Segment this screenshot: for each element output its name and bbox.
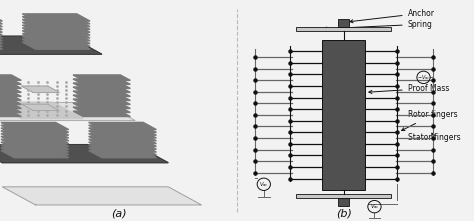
- Polygon shape: [1, 151, 69, 158]
- Polygon shape: [0, 31, 2, 38]
- Polygon shape: [1, 142, 69, 149]
- Polygon shape: [73, 79, 130, 84]
- Polygon shape: [73, 111, 130, 116]
- Polygon shape: [1, 145, 69, 152]
- Polygon shape: [22, 86, 59, 92]
- Polygon shape: [22, 19, 90, 27]
- Polygon shape: [1, 128, 69, 135]
- Polygon shape: [89, 128, 156, 135]
- Text: $V_{ac}$: $V_{ac}$: [370, 202, 379, 211]
- Polygon shape: [0, 95, 21, 101]
- Bar: [296, 194, 391, 198]
- Text: Rotor fingers: Rotor fingers: [401, 110, 457, 131]
- Bar: [296, 27, 391, 31]
- Polygon shape: [0, 19, 2, 27]
- Polygon shape: [0, 25, 2, 32]
- Polygon shape: [22, 28, 90, 35]
- Polygon shape: [89, 125, 156, 132]
- Polygon shape: [89, 139, 156, 147]
- Polygon shape: [22, 104, 59, 110]
- Polygon shape: [0, 75, 21, 80]
- Polygon shape: [73, 95, 130, 101]
- Polygon shape: [89, 131, 156, 138]
- Polygon shape: [22, 14, 90, 21]
- Polygon shape: [0, 99, 21, 105]
- Polygon shape: [89, 136, 156, 144]
- Polygon shape: [1, 131, 69, 138]
- Polygon shape: [0, 83, 21, 88]
- Polygon shape: [22, 22, 90, 30]
- Polygon shape: [89, 151, 156, 158]
- Polygon shape: [1, 134, 69, 141]
- Polygon shape: [0, 17, 2, 24]
- Polygon shape: [0, 103, 21, 109]
- Polygon shape: [89, 134, 156, 141]
- Polygon shape: [89, 145, 156, 152]
- Polygon shape: [0, 111, 21, 116]
- Polygon shape: [1, 122, 69, 130]
- Polygon shape: [22, 42, 90, 49]
- Polygon shape: [73, 75, 130, 80]
- Polygon shape: [1, 148, 69, 155]
- Polygon shape: [73, 87, 130, 92]
- Text: Spring: Spring: [324, 20, 432, 30]
- Bar: [322, 40, 365, 190]
- Text: Stator fingers: Stator fingers: [408, 133, 460, 141]
- Text: (a): (a): [111, 209, 126, 219]
- Polygon shape: [2, 187, 201, 205]
- Polygon shape: [89, 122, 156, 130]
- Polygon shape: [89, 142, 156, 149]
- Polygon shape: [0, 91, 21, 96]
- Text: $-V_{ac}$: $-V_{ac}$: [417, 73, 430, 82]
- Polygon shape: [0, 39, 2, 46]
- Bar: [338, 198, 349, 206]
- Polygon shape: [0, 36, 2, 44]
- Text: (b): (b): [336, 209, 352, 219]
- Polygon shape: [0, 42, 2, 49]
- Polygon shape: [1, 139, 69, 147]
- Polygon shape: [0, 79, 21, 84]
- Bar: [338, 19, 349, 27]
- Text: Anchor: Anchor: [350, 9, 435, 23]
- Polygon shape: [22, 31, 90, 38]
- Polygon shape: [73, 83, 130, 88]
- Polygon shape: [22, 34, 90, 41]
- Polygon shape: [0, 145, 168, 163]
- Polygon shape: [73, 103, 130, 109]
- Text: $V_{ac}$: $V_{ac}$: [259, 180, 269, 189]
- Polygon shape: [0, 87, 21, 92]
- Polygon shape: [22, 36, 90, 44]
- Polygon shape: [0, 107, 21, 112]
- Polygon shape: [0, 28, 2, 35]
- Polygon shape: [1, 125, 69, 132]
- Polygon shape: [0, 102, 83, 118]
- Polygon shape: [89, 148, 156, 155]
- Polygon shape: [22, 17, 90, 24]
- Polygon shape: [0, 14, 2, 21]
- Polygon shape: [0, 22, 2, 30]
- Polygon shape: [0, 103, 135, 120]
- Polygon shape: [0, 36, 102, 54]
- Polygon shape: [0, 34, 2, 41]
- Polygon shape: [73, 91, 130, 96]
- Polygon shape: [22, 39, 90, 46]
- Polygon shape: [1, 136, 69, 144]
- Text: Proof Mass: Proof Mass: [369, 84, 449, 93]
- Polygon shape: [73, 99, 130, 105]
- Polygon shape: [73, 107, 130, 112]
- Polygon shape: [22, 25, 90, 32]
